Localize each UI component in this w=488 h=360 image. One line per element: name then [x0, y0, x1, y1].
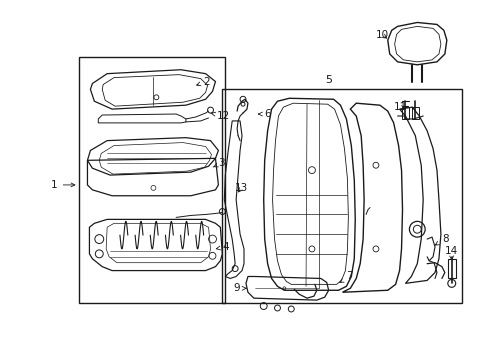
- Text: 4: 4: [216, 242, 228, 252]
- Text: 11: 11: [393, 102, 406, 112]
- Text: 8: 8: [434, 234, 447, 245]
- Text: 6: 6: [258, 109, 271, 119]
- Text: 2: 2: [196, 77, 210, 86]
- Text: 9: 9: [233, 283, 245, 293]
- Text: 13: 13: [235, 183, 248, 193]
- Text: 10: 10: [375, 30, 388, 40]
- Text: 12: 12: [210, 111, 229, 121]
- Text: 3: 3: [213, 158, 224, 168]
- Text: 1: 1: [51, 180, 75, 190]
- Text: 14: 14: [444, 246, 457, 260]
- Text: 7: 7: [339, 271, 352, 283]
- Text: 5: 5: [325, 75, 331, 85]
